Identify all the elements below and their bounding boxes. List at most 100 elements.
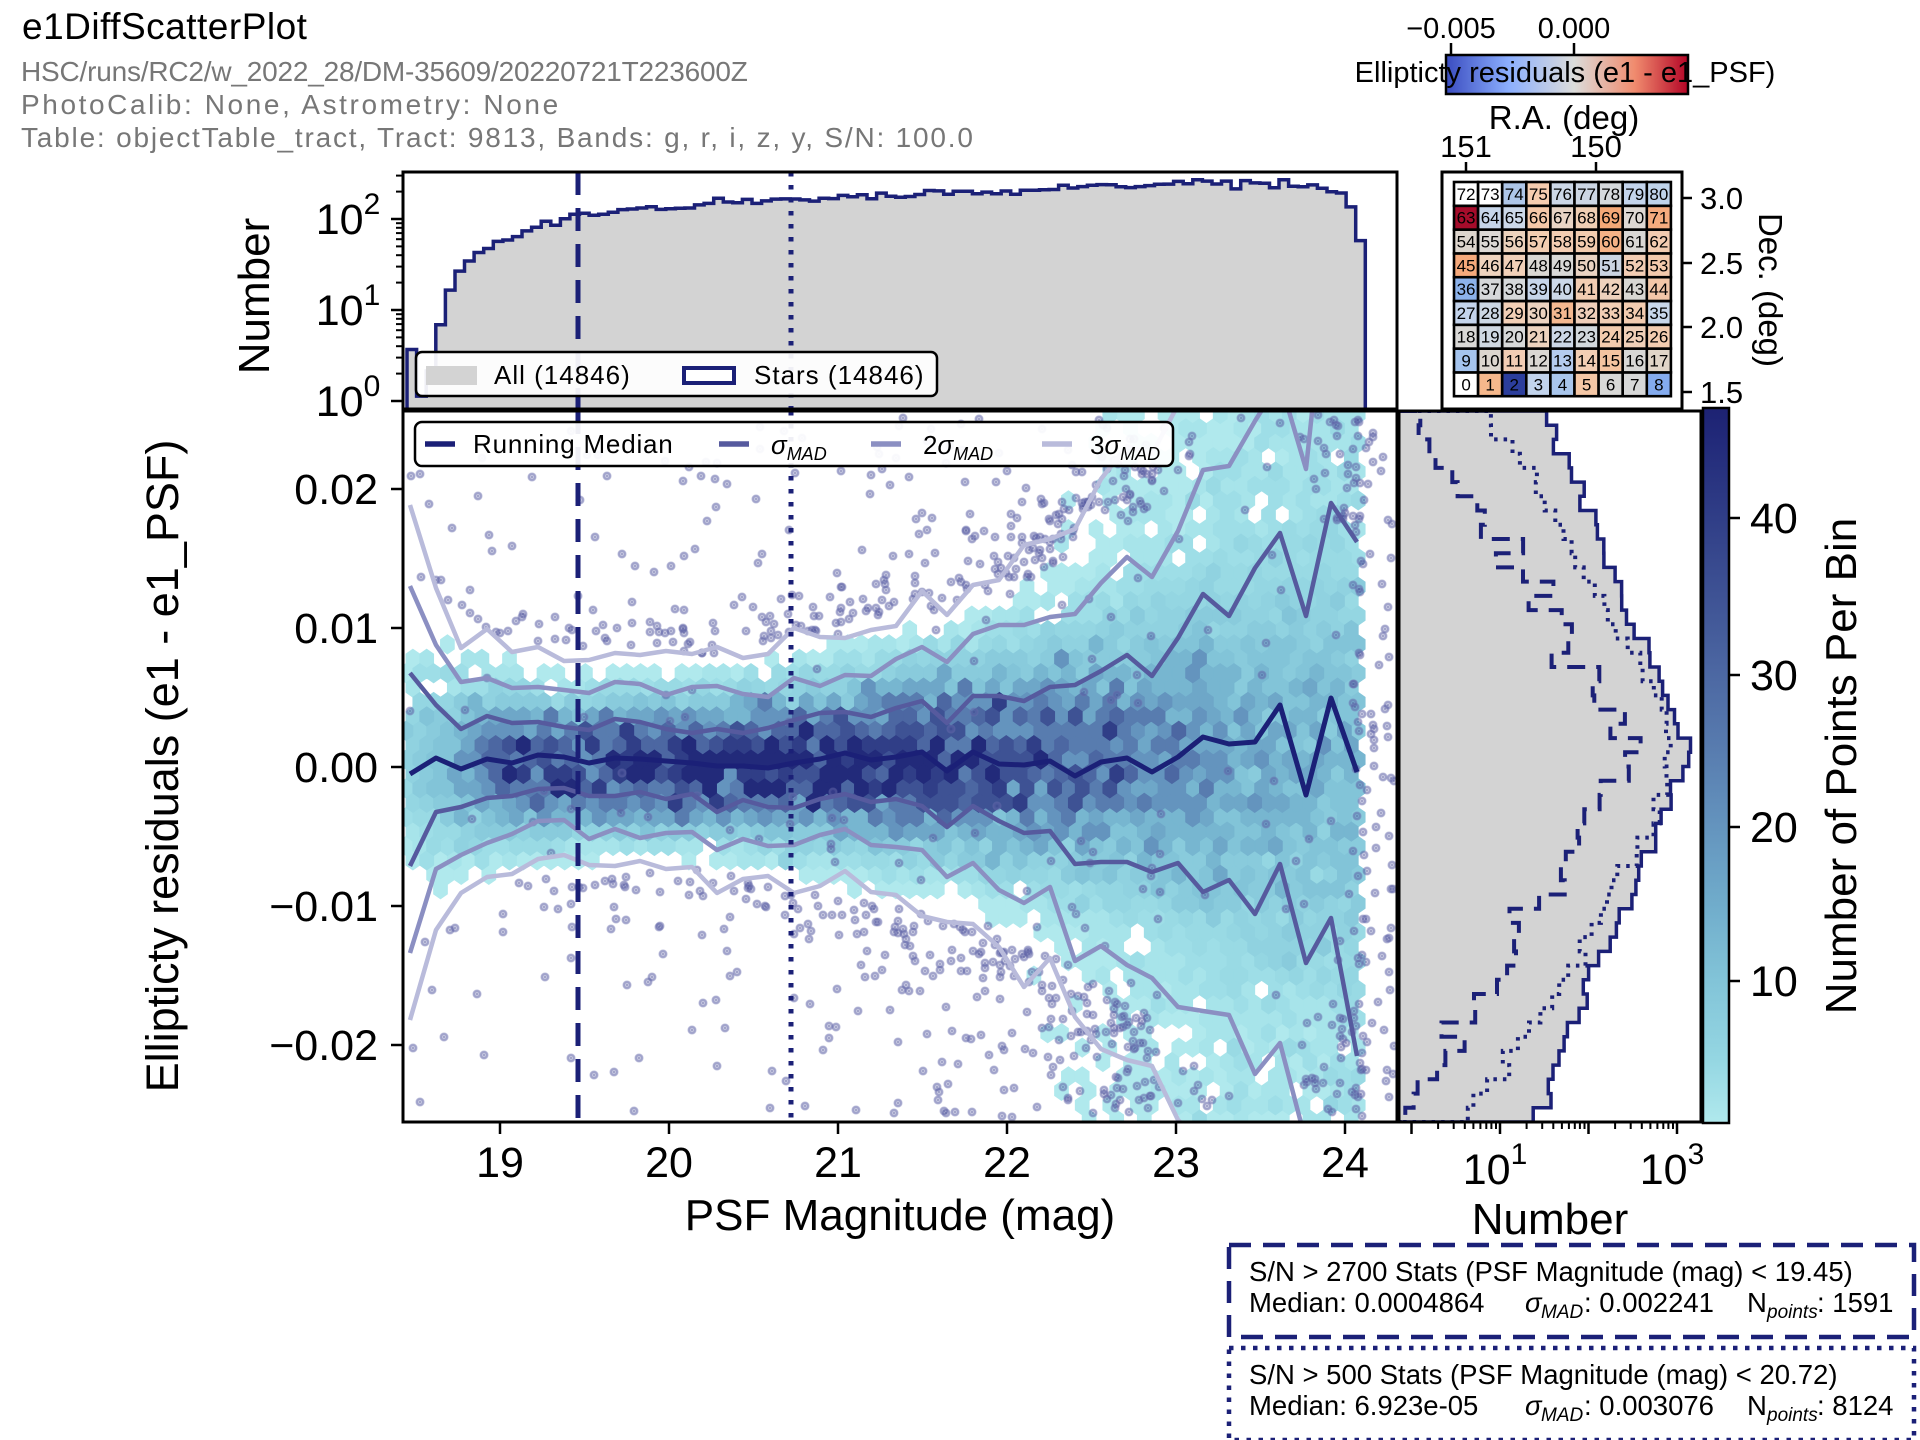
svg-text:20: 20	[645, 1139, 693, 1187]
svg-text:R.A. (deg): R.A. (deg)	[1489, 99, 1639, 136]
svg-text:18: 18	[1457, 328, 1476, 347]
svg-text:7: 7	[1630, 375, 1639, 394]
svg-text:19: 19	[1481, 328, 1500, 347]
svg-text:66: 66	[1529, 209, 1548, 228]
svg-text:151: 151	[1440, 129, 1492, 164]
svg-text:52: 52	[1625, 256, 1644, 275]
svg-text:Ellipticty residuals (e1 - e1_: Ellipticty residuals (e1 - e1_PSF)	[1355, 57, 1776, 89]
svg-text:40: 40	[1553, 280, 1572, 299]
svg-text:2.5: 2.5	[1700, 246, 1743, 281]
svg-text:45: 45	[1457, 256, 1476, 275]
svg-text:: 1591: : 1591	[1817, 1287, 1893, 1318]
svg-text:Table: objectTable_tract, Trac: Table: objectTable_tract, Tract: 9813, B…	[21, 122, 975, 153]
svg-text:25: 25	[1625, 328, 1644, 347]
svg-text:40: 40	[1750, 495, 1798, 543]
svg-text:44: 44	[1649, 280, 1668, 299]
svg-text:16: 16	[1625, 352, 1644, 371]
svg-text:37: 37	[1481, 280, 1500, 299]
svg-text:34: 34	[1625, 304, 1644, 323]
svg-text:62: 62	[1649, 233, 1668, 252]
svg-text:48: 48	[1529, 256, 1548, 275]
svg-text:N: N	[1747, 1390, 1767, 1421]
svg-text:12: 12	[1529, 352, 1548, 371]
svg-text:19: 19	[476, 1139, 524, 1187]
svg-text:22: 22	[983, 1139, 1031, 1187]
svg-text:σ: σ	[1525, 1390, 1543, 1421]
svg-text:3: 3	[1534, 375, 1543, 394]
svg-text:20: 20	[1505, 328, 1524, 347]
svg-text:: 8124: : 8124	[1817, 1390, 1893, 1421]
svg-text:8: 8	[1654, 375, 1663, 394]
svg-text:58: 58	[1553, 233, 1572, 252]
svg-text:70: 70	[1625, 209, 1644, 228]
svg-text:HSC/runs/RC2/w_2022_28/DM-3560: HSC/runs/RC2/w_2022_28/DM-35609/20220721…	[21, 56, 748, 87]
svg-text:23: 23	[1152, 1139, 1200, 1187]
svg-text:PSF Magnitude (mag): PSF Magnitude (mag)	[685, 1191, 1115, 1240]
svg-text:79: 79	[1625, 185, 1644, 204]
svg-text:0: 0	[1461, 375, 1470, 394]
svg-text:56: 56	[1505, 233, 1524, 252]
svg-text:Number: Number	[1472, 1195, 1629, 1244]
svg-text:31: 31	[1553, 304, 1572, 323]
svg-text:71: 71	[1649, 209, 1668, 228]
svg-text:43: 43	[1625, 280, 1644, 299]
svg-text:59: 59	[1577, 233, 1596, 252]
svg-text:74: 74	[1505, 185, 1524, 204]
svg-text:0.00: 0.00	[294, 744, 378, 792]
svg-text:MAD: MAD	[1541, 1405, 1584, 1426]
svg-text:S/N > 500 Stats (PSF Magnitude: S/N > 500 Stats (PSF Magnitude (mag) < 2…	[1249, 1359, 1837, 1390]
svg-text:30: 30	[1529, 304, 1548, 323]
svg-text:61: 61	[1625, 233, 1644, 252]
svg-text:0.01: 0.01	[294, 605, 378, 653]
svg-text:65: 65	[1505, 209, 1524, 228]
svg-text:78: 78	[1601, 185, 1620, 204]
svg-text:73: 73	[1481, 185, 1500, 204]
svg-text:75: 75	[1529, 185, 1548, 204]
svg-text:Number of Points Per Bin: Number of Points Per Bin	[1817, 518, 1866, 1014]
svg-text:N: N	[1747, 1287, 1767, 1318]
svg-text:S/N > 2700 Stats (PSF Magnitud: S/N > 2700 Stats (PSF Magnitude (mag) < …	[1249, 1256, 1853, 1287]
svg-text:σ: σ	[1525, 1287, 1543, 1318]
svg-text:27: 27	[1457, 304, 1476, 323]
svg-text:10: 10	[1750, 958, 1798, 1006]
svg-text:Median: 6.923e-05: Median: 6.923e-05	[1249, 1390, 1478, 1421]
svg-text:Median: 0.0004864: Median: 0.0004864	[1249, 1287, 1484, 1318]
svg-text:32: 32	[1577, 304, 1596, 323]
svg-text:points: points	[1766, 1405, 1818, 1426]
svg-text:24: 24	[1601, 328, 1620, 347]
svg-text:: 0.002241: : 0.002241	[1584, 1287, 1714, 1318]
svg-text:76: 76	[1553, 185, 1572, 204]
svg-text:46: 46	[1481, 256, 1500, 275]
svg-text:28: 28	[1481, 304, 1500, 323]
svg-text:Running Median: Running Median	[473, 429, 674, 459]
svg-text:Ellipticty residuals (e1 - e1_: Ellipticty residuals (e1 - e1_PSF)	[137, 440, 188, 1093]
svg-text:1: 1	[1485, 375, 1494, 394]
svg-text:13: 13	[1553, 352, 1572, 371]
svg-text:1.5: 1.5	[1700, 375, 1743, 410]
svg-text:e1DiffScatterPlot: e1DiffScatterPlot	[22, 6, 308, 47]
svg-text:6: 6	[1606, 375, 1615, 394]
svg-text:30: 30	[1750, 652, 1798, 700]
svg-text:49: 49	[1553, 256, 1572, 275]
svg-text:53: 53	[1649, 256, 1668, 275]
svg-text:29: 29	[1505, 304, 1524, 323]
svg-text:PhotoCalib: None, Astrometry:: PhotoCalib: None, Astrometry: None	[21, 89, 561, 120]
svg-text:23: 23	[1577, 328, 1596, 347]
svg-text:54: 54	[1457, 233, 1476, 252]
svg-text:5: 5	[1582, 375, 1591, 394]
svg-text:22: 22	[1553, 328, 1572, 347]
svg-text:42: 42	[1601, 280, 1620, 299]
svg-text:0.000: 0.000	[1538, 13, 1611, 45]
svg-text:80: 80	[1649, 185, 1668, 204]
svg-text:24: 24	[1321, 1139, 1369, 1187]
svg-text:55: 55	[1481, 233, 1500, 252]
svg-text:All (14846): All (14846)	[494, 360, 631, 390]
svg-text:51: 51	[1601, 256, 1620, 275]
svg-text:MAD: MAD	[1541, 1302, 1584, 1323]
svg-text:Stars (14846): Stars (14846)	[754, 360, 925, 390]
svg-text:69: 69	[1601, 209, 1620, 228]
svg-text:33: 33	[1601, 304, 1620, 323]
svg-text:−0.005: −0.005	[1406, 13, 1496, 45]
svg-text:14: 14	[1577, 352, 1596, 371]
svg-text:68: 68	[1577, 209, 1596, 228]
